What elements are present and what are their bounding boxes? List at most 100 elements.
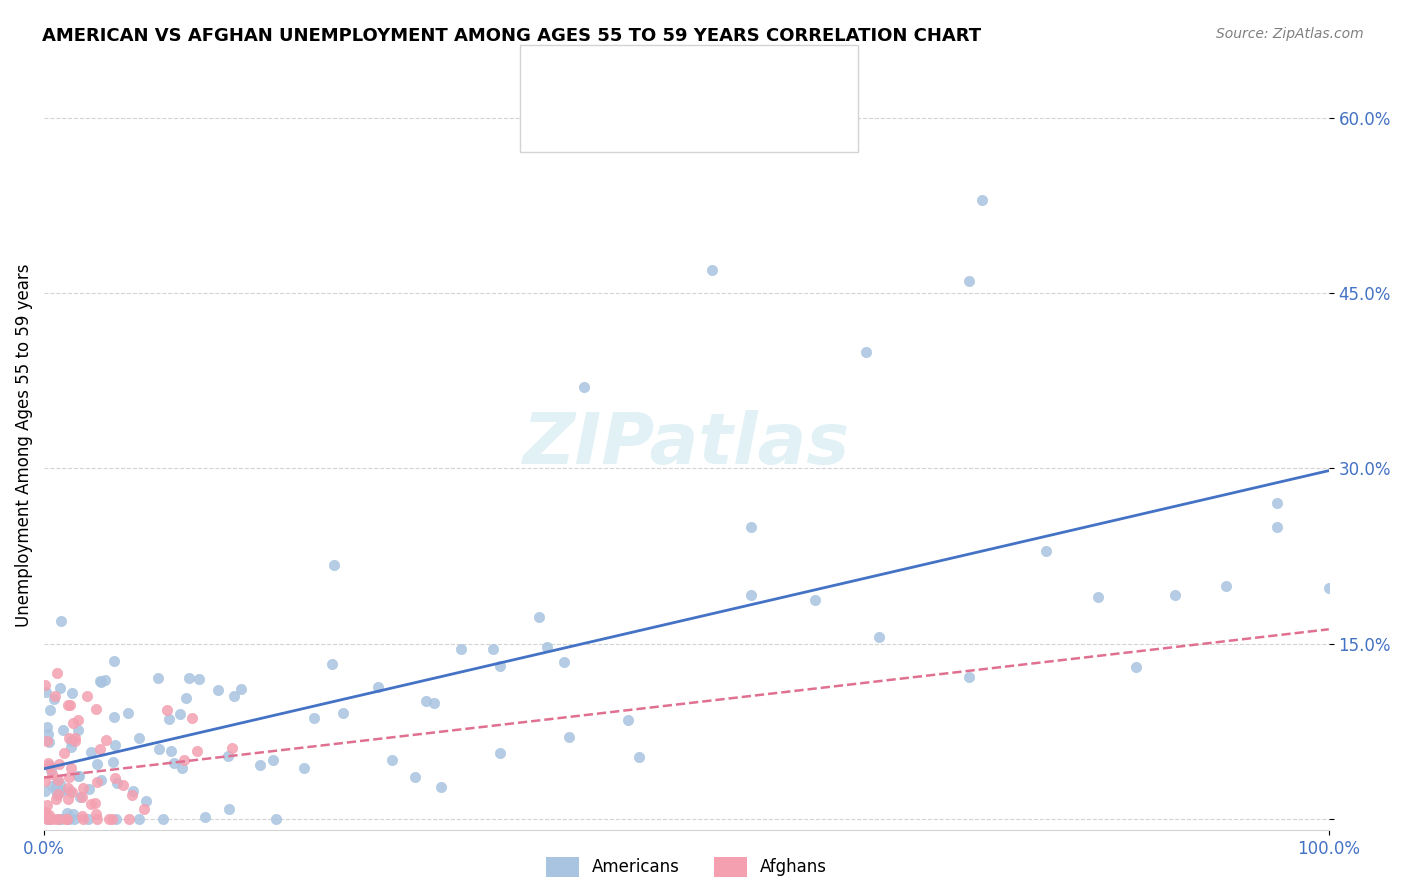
Point — [188, 672, 211, 686]
Point — [572, 379, 595, 393]
Point — [90, 772, 112, 787]
Point — [35, 798, 58, 813]
Point — [855, 344, 877, 359]
Point — [1267, 520, 1289, 534]
Point — [38, 759, 60, 773]
Point — [49, 783, 72, 797]
Point — [56, 806, 79, 821]
Point — [1267, 496, 1289, 510]
Point — [121, 789, 143, 803]
Point — [1125, 660, 1147, 674]
Point — [41, 779, 63, 793]
Y-axis label: Unemployment Among Ages 55 to 59 years: Unemployment Among Ages 55 to 59 years — [15, 263, 32, 627]
Point — [65, 734, 87, 748]
Point — [35, 720, 58, 734]
Point — [56, 812, 79, 826]
Point — [67, 769, 90, 783]
Point — [181, 711, 204, 725]
Point — [163, 756, 186, 770]
Point — [72, 780, 94, 795]
Point — [45, 792, 67, 806]
Text: R = 0.179   N = 60: R = 0.179 N = 60 — [576, 112, 734, 130]
Point — [132, 801, 155, 815]
Point — [62, 715, 84, 730]
Point — [617, 713, 640, 727]
Point — [430, 780, 453, 794]
Point — [51, 723, 73, 737]
Point — [59, 734, 82, 748]
Point — [156, 703, 179, 717]
Point — [62, 807, 84, 822]
Point — [51, 812, 73, 826]
Point — [536, 640, 558, 654]
Point — [96, 732, 118, 747]
Point — [488, 659, 510, 673]
Point — [186, 744, 208, 758]
Point — [1035, 544, 1057, 558]
Point — [117, 706, 139, 720]
Point — [35, 684, 58, 698]
Point — [218, 802, 240, 816]
Point — [39, 764, 62, 778]
Point — [173, 753, 195, 767]
Text: AMERICAN VS AFGHAN UNEMPLOYMENT AMONG AGES 55 TO 59 YEARS CORRELATION CHART: AMERICAN VS AFGHAN UNEMPLOYMENT AMONG AG… — [42, 27, 981, 45]
Point — [72, 809, 94, 823]
Point — [38, 735, 60, 749]
Point — [1087, 590, 1109, 604]
Point — [332, 706, 354, 720]
Point — [55, 812, 77, 826]
Point — [868, 631, 890, 645]
Point — [146, 671, 169, 685]
Point — [48, 784, 70, 798]
Point — [60, 761, 83, 775]
Point — [1215, 579, 1237, 593]
Point — [48, 772, 70, 787]
Point — [51, 614, 73, 628]
Point — [72, 812, 94, 826]
Point — [63, 812, 86, 826]
Point — [148, 741, 170, 756]
Point — [38, 807, 60, 822]
Point — [174, 690, 197, 705]
Point — [84, 807, 107, 822]
Legend: Americans, Afghans: Americans, Afghans — [538, 850, 834, 884]
Point — [35, 805, 58, 820]
Point — [302, 710, 325, 724]
Point — [53, 746, 76, 760]
Point — [558, 730, 581, 744]
Point — [482, 642, 505, 657]
Point — [69, 790, 91, 805]
Point — [489, 746, 512, 760]
Point — [627, 749, 650, 764]
Point — [553, 655, 575, 669]
Point — [58, 812, 80, 826]
Point — [423, 696, 446, 710]
Point — [104, 739, 127, 753]
Point — [160, 744, 183, 758]
Point — [60, 686, 83, 700]
Point — [46, 775, 69, 789]
Point — [103, 755, 125, 769]
Point — [740, 588, 762, 602]
Point — [44, 689, 66, 703]
Point — [804, 593, 827, 607]
Point — [48, 757, 70, 772]
Point — [86, 756, 108, 771]
Point — [76, 812, 98, 826]
Point — [46, 666, 69, 681]
Point — [38, 758, 60, 772]
Point — [122, 784, 145, 798]
Point — [41, 766, 63, 780]
Point — [59, 698, 82, 712]
Point — [292, 761, 315, 775]
Point — [34, 773, 56, 788]
Point — [48, 777, 70, 791]
Point — [39, 812, 62, 826]
Point — [59, 740, 82, 755]
Point — [221, 741, 243, 756]
Point — [135, 795, 157, 809]
Point — [740, 520, 762, 534]
Point — [970, 193, 993, 207]
Point — [103, 654, 125, 668]
Point — [45, 784, 67, 798]
